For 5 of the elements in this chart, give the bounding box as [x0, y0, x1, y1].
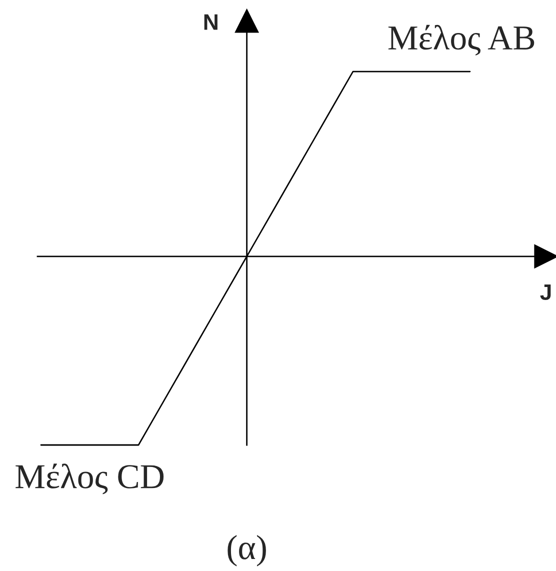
annotation: Μέλος AB [388, 24, 534, 56]
y-axis-title: N [204, 14, 218, 30]
text: (α) [228, 534, 266, 566]
x-axis-title: J [540, 284, 551, 300]
annotation: Μέλος CD [16, 464, 164, 494]
